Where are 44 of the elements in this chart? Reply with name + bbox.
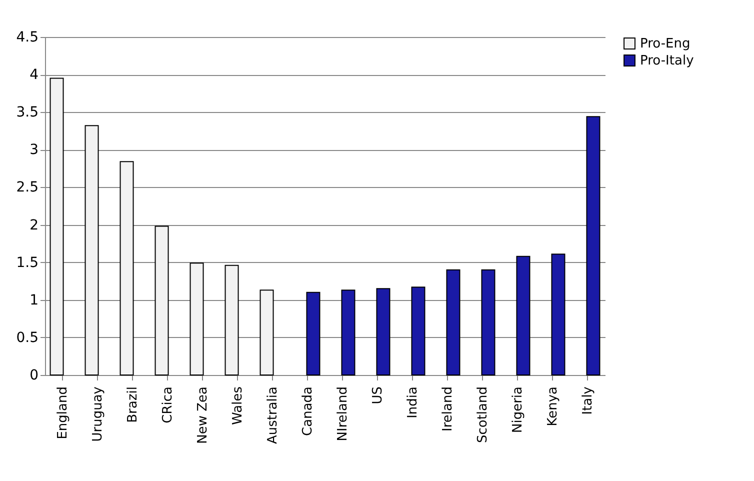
bar <box>551 254 566 376</box>
x-tick-label: New Zea <box>196 386 210 444</box>
x-tick-label: CRica <box>160 386 176 424</box>
bar <box>376 288 390 376</box>
x-tick-label: Italy <box>580 386 596 415</box>
bar <box>516 256 530 376</box>
y-tick-label: 2 <box>30 217 38 234</box>
bar <box>84 125 99 376</box>
y-tick-label: 3 <box>30 142 38 158</box>
x-tick-label: Canada <box>300 386 316 436</box>
bar <box>306 292 320 376</box>
y-tick-label: 0 <box>30 368 38 384</box>
bar <box>224 264 239 376</box>
y-tick-label: 0.5 <box>16 330 38 346</box>
bar <box>411 286 426 376</box>
bar <box>341 290 356 376</box>
x-tick-label: Ireland <box>440 386 456 432</box>
bar <box>446 269 460 376</box>
x-tick-label: England <box>56 386 70 440</box>
legend-label: Pro-Italy <box>640 54 694 68</box>
x-tick-label: Scotland <box>476 386 490 444</box>
bar <box>190 262 204 376</box>
y-tick-label: 2.5 <box>16 180 38 196</box>
bar <box>586 116 600 376</box>
y-tick-label: 3.5 <box>16 104 38 121</box>
x-tick-label: Wales <box>230 386 246 425</box>
y-tick-label: 4.5 <box>16 30 38 46</box>
bar <box>50 78 64 376</box>
x-tick-label: NIreland <box>336 386 350 442</box>
bar <box>120 161 134 376</box>
x-tick-label: Brazil <box>126 386 140 423</box>
bar <box>154 226 169 376</box>
legend-label: Pro-Eng <box>640 36 690 52</box>
x-tick-label: India <box>406 386 420 418</box>
x-tick-label: US <box>370 386 386 404</box>
x-tick-label: Uruguay <box>90 386 106 442</box>
y-tick-label: 1 <box>30 292 38 308</box>
y-tick-label: 1.5 <box>16 254 38 271</box>
bar <box>481 269 496 376</box>
x-tick-label: Nigeria <box>510 386 526 434</box>
bar <box>260 290 274 376</box>
x-tick-label: Australia <box>266 386 280 444</box>
x-tick-label: Kenya <box>546 386 560 426</box>
y-tick-label: 4 <box>30 67 39 84</box>
